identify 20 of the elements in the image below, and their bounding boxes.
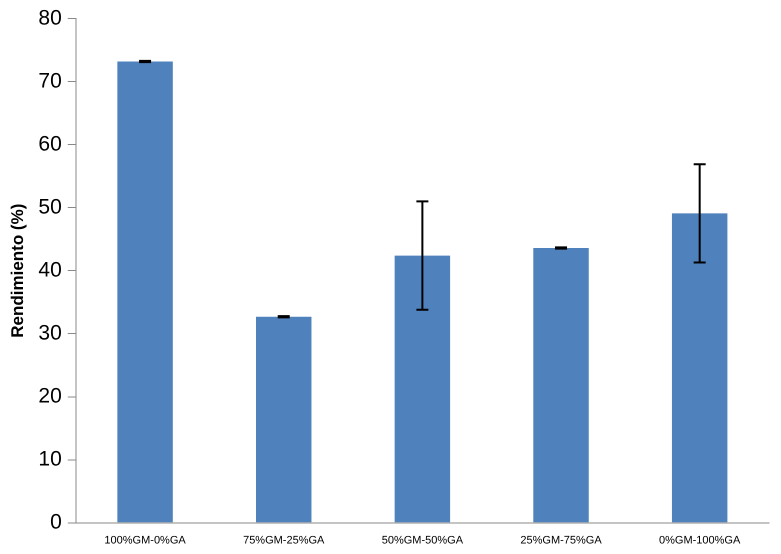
y-tick-label: 70 (38, 69, 62, 92)
y-tick-label: 30 (38, 322, 62, 345)
bar (256, 316, 312, 522)
y-axis-title: Rendimiento (%) (8, 204, 27, 338)
y-tick-label: 80 (38, 6, 62, 30)
x-tick-label: 0%GM-100%GA (659, 534, 741, 546)
bar (394, 256, 450, 522)
bar (117, 61, 173, 522)
y-tick-label: 20 (38, 384, 62, 408)
y-tick-label: 40 (38, 258, 62, 282)
bar (533, 248, 589, 522)
y-tick-label: 10 (38, 448, 62, 471)
bar (672, 213, 728, 522)
x-tick-label: 75%GM-25%GA (243, 534, 326, 546)
x-tick-label: 100%GM-0%GA (104, 534, 186, 546)
y-tick-label: 0 (50, 510, 62, 534)
y-tick-label: 50 (38, 195, 62, 218)
x-tick-label: 25%GM-75%GA (520, 534, 602, 546)
y-tick-label: 60 (38, 132, 62, 156)
x-tick-label: 50%GM-50%GA (382, 534, 464, 546)
